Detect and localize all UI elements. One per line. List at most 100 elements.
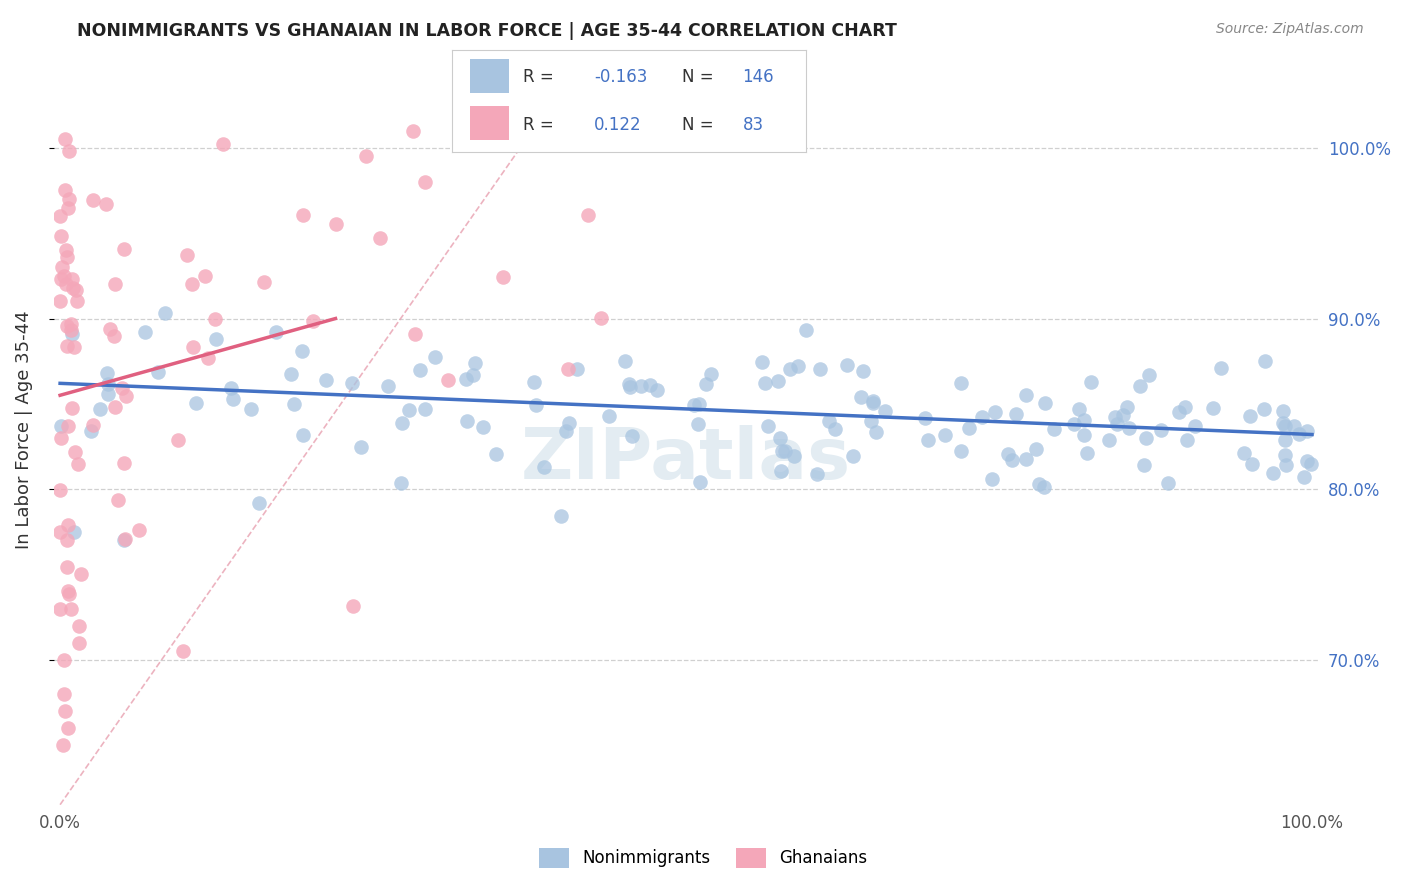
Point <box>997 448 1019 462</box>
Point <box>917 434 939 448</box>
Point <box>647 384 669 398</box>
Point <box>970 409 993 424</box>
Point <box>859 414 882 428</box>
Point <box>55 277 77 292</box>
Point <box>398 403 420 417</box>
Point <box>222 392 245 407</box>
Point <box>756 419 779 434</box>
Point <box>52 653 75 667</box>
Point <box>1253 402 1275 417</box>
Point <box>1294 470 1316 484</box>
Point <box>865 425 887 439</box>
Point <box>1033 396 1056 410</box>
Point <box>1272 416 1295 430</box>
Point <box>239 402 262 417</box>
Point <box>1112 408 1135 422</box>
Point <box>128 523 150 537</box>
Point <box>456 414 478 428</box>
Point <box>67 635 90 649</box>
Point <box>55 704 77 718</box>
Point <box>52 687 75 701</box>
Point <box>1288 426 1310 441</box>
Point <box>69 567 91 582</box>
Point <box>957 421 980 435</box>
Point <box>550 508 572 523</box>
Point <box>167 433 190 447</box>
Point <box>53 183 76 197</box>
Point <box>1105 417 1128 431</box>
Point <box>1001 453 1024 467</box>
Point <box>492 270 515 285</box>
Point <box>63 524 86 539</box>
Point <box>1032 480 1054 494</box>
Point <box>1239 409 1261 423</box>
Point <box>65 283 87 297</box>
Point <box>56 319 79 334</box>
Point <box>60 317 83 331</box>
Point <box>291 208 314 222</box>
Point <box>700 368 723 382</box>
Point <box>49 524 72 539</box>
Point <box>1098 433 1121 447</box>
Point <box>402 124 425 138</box>
Point <box>56 584 79 599</box>
Point <box>56 721 79 735</box>
Point <box>377 379 399 393</box>
Point <box>89 401 111 416</box>
Point <box>862 396 884 410</box>
Point <box>1275 458 1298 472</box>
Point <box>103 329 125 343</box>
Point <box>67 618 90 632</box>
Point <box>557 362 579 376</box>
Point <box>1067 401 1090 416</box>
Point <box>1063 417 1085 432</box>
Point <box>104 400 127 414</box>
Point <box>1282 418 1305 433</box>
Y-axis label: In Labor Force | Age 35-44: In Labor Force | Age 35-44 <box>15 310 32 549</box>
Point <box>1015 388 1038 402</box>
Point <box>49 602 72 616</box>
Point <box>810 362 832 376</box>
Point <box>1184 419 1206 434</box>
Point <box>82 193 104 207</box>
Point <box>197 351 219 365</box>
Point <box>49 209 72 223</box>
Point <box>984 405 1007 419</box>
Point <box>614 353 637 368</box>
Point <box>485 448 508 462</box>
Point <box>1104 410 1126 425</box>
Point <box>621 429 644 443</box>
Point <box>1156 475 1178 490</box>
Point <box>1263 466 1285 480</box>
Point <box>112 456 135 470</box>
Point <box>751 354 773 368</box>
Point <box>769 464 792 478</box>
Point <box>1209 361 1232 376</box>
Point <box>1043 422 1066 436</box>
Point <box>389 476 412 491</box>
Point <box>391 416 413 430</box>
Point <box>689 475 711 490</box>
Point <box>1299 457 1322 471</box>
Point <box>62 280 84 294</box>
Point <box>934 427 956 442</box>
Point <box>65 445 87 459</box>
Point <box>464 355 486 369</box>
Point <box>134 326 156 340</box>
Point <box>66 294 89 309</box>
Point <box>180 277 202 291</box>
Point <box>80 424 103 438</box>
Point <box>779 362 801 376</box>
Point <box>1015 451 1038 466</box>
Text: Source: ZipAtlas.com: Source: ZipAtlas.com <box>1216 22 1364 37</box>
Point <box>1202 401 1225 416</box>
Point <box>683 398 706 412</box>
Point <box>114 242 136 256</box>
Point <box>413 175 436 189</box>
Point <box>773 444 796 458</box>
Point <box>1073 427 1095 442</box>
Point <box>769 431 792 445</box>
Point <box>1080 375 1102 389</box>
Point <box>97 387 120 401</box>
Point <box>425 351 447 365</box>
